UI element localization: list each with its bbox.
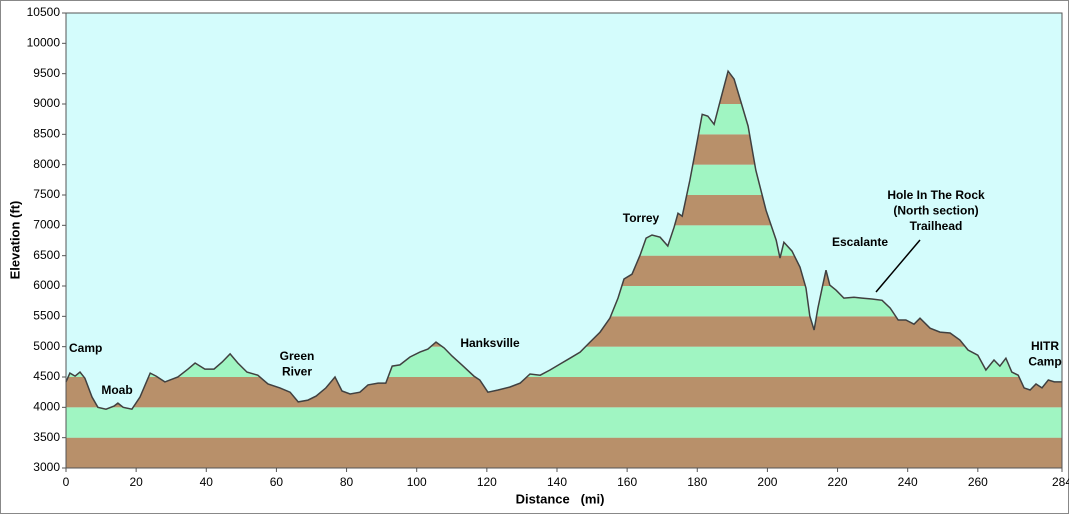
x-tick-label: 140 [547,475,567,489]
y-tick-label: 10500 [27,5,61,19]
annotation: Camp [1028,355,1061,369]
annotation: Hanksville [460,336,520,350]
x-axis-label: Distance (mi) [516,491,605,506]
annotation: Camp [69,341,102,355]
y-tick-label: 7000 [33,218,60,232]
x-tick-label: 240 [898,475,918,489]
x-tick-label: 120 [477,475,497,489]
y-tick-label: 8000 [33,157,60,171]
x-tick-label: 180 [687,475,707,489]
plot: 3000 3500 4000 4500 5000 5500 6000 6500 7000 7500… [27,5,1069,489]
y-tick-label: 4500 [33,369,60,383]
x-tick-label: 200 [757,475,777,489]
y-tick-label: 9000 [33,96,60,110]
x-tick-label: 0 [63,475,70,489]
annotation: Green [280,349,315,363]
y-tick-label: 10000 [27,36,61,50]
plot-border [65,12,1063,469]
annotation: Moab [101,383,132,397]
y-tick-label: 9500 [33,66,60,80]
y-tick-label: 3000 [33,460,60,474]
elevation-band [66,407,1062,438]
elevation-band [66,437,1062,468]
x-tick-label: 20 [129,475,143,489]
x-tick-label: 60 [270,475,284,489]
annotation: Trailhead [910,219,963,233]
annotation: (North section) [893,204,978,218]
leader-line [875,239,921,293]
annotation: River [282,365,312,379]
y-tick-label: 4000 [33,400,60,414]
y-tick-label: 3500 [33,430,60,444]
x-tick-label: 220 [828,475,848,489]
y-tick-label: 8500 [33,127,60,141]
x-tick-label: 80 [340,475,354,489]
annotation: Escalante [832,235,888,249]
y-axis-label: Elevation (ft) [7,201,22,280]
x-tick-label: 284 [1052,475,1069,489]
annotation: Torrey [623,211,660,225]
y-tick-label: 6500 [33,248,60,262]
profile-line [65,69,1062,411]
y-tick-label: 5500 [33,309,60,323]
x-tick-label: 260 [968,475,988,489]
elevation-band [66,377,1062,408]
x-tick-label: 160 [617,475,637,489]
y-tick-label: 7500 [33,187,60,201]
x-tick-label: 100 [407,475,427,489]
annotation: HITR [1031,339,1059,353]
x-tick-label: 40 [200,475,214,489]
annotation: Hole In The Rock [887,188,985,202]
y-tick-label: 5000 [33,339,60,353]
y-tick-label: 6000 [33,278,60,292]
